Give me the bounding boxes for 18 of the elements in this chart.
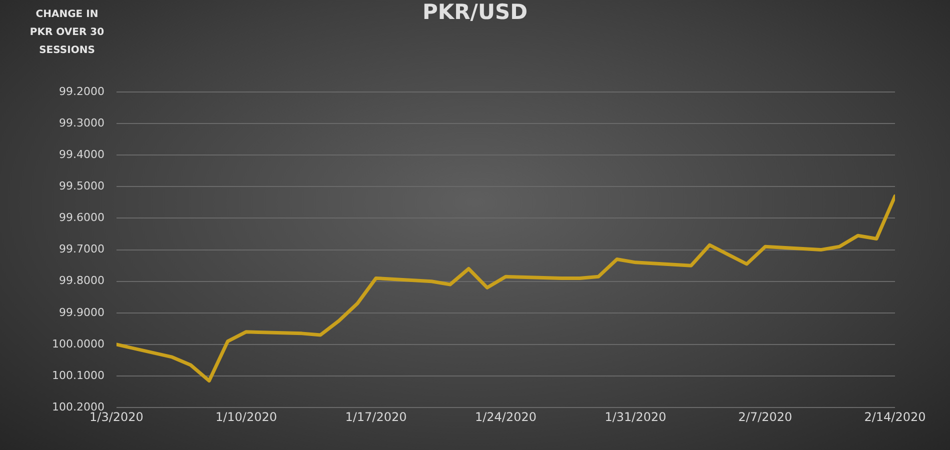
- y-tick-label: 100.0000: [52, 337, 104, 350]
- y-axis-title: CHANGE IN PKR OVER 30 SESSIONS: [28, 8, 106, 58]
- y-tick-label: 99.8000: [58, 274, 104, 288]
- x-tick-label: 2/14/2020: [864, 410, 926, 424]
- y-tick-label: 99.4000: [58, 148, 104, 161]
- x-tick-label: 1/31/2020: [604, 410, 666, 424]
- y-tick-label: 99.9000: [58, 306, 104, 319]
- y-tick-label: 99.6000: [58, 211, 104, 224]
- y-tick-label: 99.2000: [58, 84, 104, 98]
- y-tick-label: 100.1000: [52, 368, 104, 382]
- x-tick-label: 1/17/2020: [345, 410, 407, 424]
- x-tick-label: 2/7/2020: [738, 410, 792, 424]
- y-tick-label: 99.5000: [58, 180, 104, 193]
- chart-title: PKR/USD: [422, 0, 528, 24]
- x-tick-label: 1/24/2020: [474, 410, 537, 424]
- x-tick-label: 1/10/2020: [215, 410, 278, 424]
- y-tick-label: 99.3000: [58, 116, 104, 130]
- y-tick-label: 99.7000: [58, 242, 104, 256]
